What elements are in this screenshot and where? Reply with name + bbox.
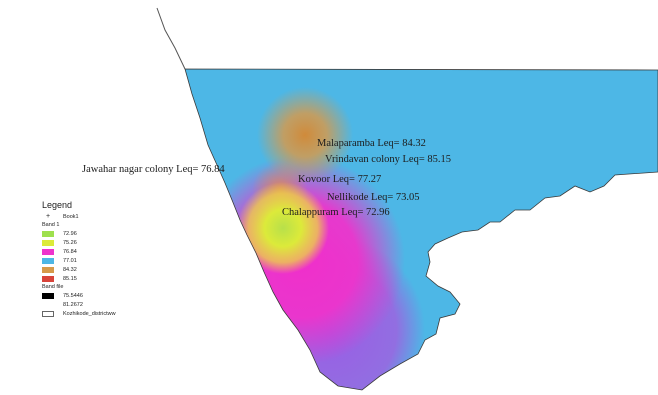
legend-class-swatch (42, 275, 54, 282)
label-chalappuram: Chalappuram Leq= 72.96 (282, 207, 390, 218)
legend-class-label: 72.96 (63, 230, 77, 237)
district-boundary (184, 68, 658, 391)
boundary-outline-icon (42, 310, 54, 317)
legend-class-label: 77.01 (63, 257, 77, 264)
label-kovoor: Kovoor Leq= 77.27 (298, 174, 381, 185)
legend-class-swatch (42, 266, 54, 273)
legend-class-label: 85.15 (63, 275, 77, 282)
legend-class-item: 76.84 (42, 247, 192, 256)
label-malaparamba: Malaparamba Leq= 84.32 (317, 138, 426, 149)
legend-class-item: 77.01 (42, 256, 192, 265)
legend-class-swatch (42, 230, 54, 237)
legend-range-high: 75.5446 (42, 291, 192, 300)
label-vrindavan-colony: Vrindavan colony Leq= 85.15 (325, 154, 451, 165)
legend-class-layer: Band 1 (42, 222, 60, 228)
legend-class-list: 72.96 75.26 76.84 77.01 84.32 85.15 (42, 229, 192, 283)
point-marker-icon: + (45, 213, 51, 220)
coastline-line (156, 7, 186, 70)
legend-range-layer: Band file (42, 284, 64, 290)
legend-class-label: 84.32 (63, 266, 77, 273)
legend-class-swatch (42, 257, 54, 264)
legend-range-low: 81.2672 (42, 300, 192, 309)
legend-title: Legend (42, 200, 73, 210)
label-jawahar-nagar-colony: Jawahar nagar colony Leq= 76.84 (82, 164, 225, 175)
map-legend: Legend + Book1 Band 1 72.96 75.26 76.84 77.… (42, 200, 192, 318)
legend-class-label: 75.26 (63, 239, 77, 246)
legend-class-item: 75.26 (42, 238, 192, 247)
range-high-swatch (42, 292, 54, 299)
legend-class-swatch (42, 248, 54, 255)
legend-class-swatch (42, 239, 54, 246)
legend-class-item: 72.96 (42, 229, 192, 238)
legend-class-item: 85.15 (42, 274, 192, 283)
legend-class-item: 84.32 (42, 265, 192, 274)
label-nellikode: Nellikode Leq= 73.05 (327, 192, 420, 203)
legend-boundary: Kozhikode_districtww (42, 309, 192, 318)
legend-class-label: 76.84 (63, 248, 77, 255)
range-low-swatch (42, 301, 54, 308)
legend-point-layer: + Book1 (42, 212, 192, 221)
